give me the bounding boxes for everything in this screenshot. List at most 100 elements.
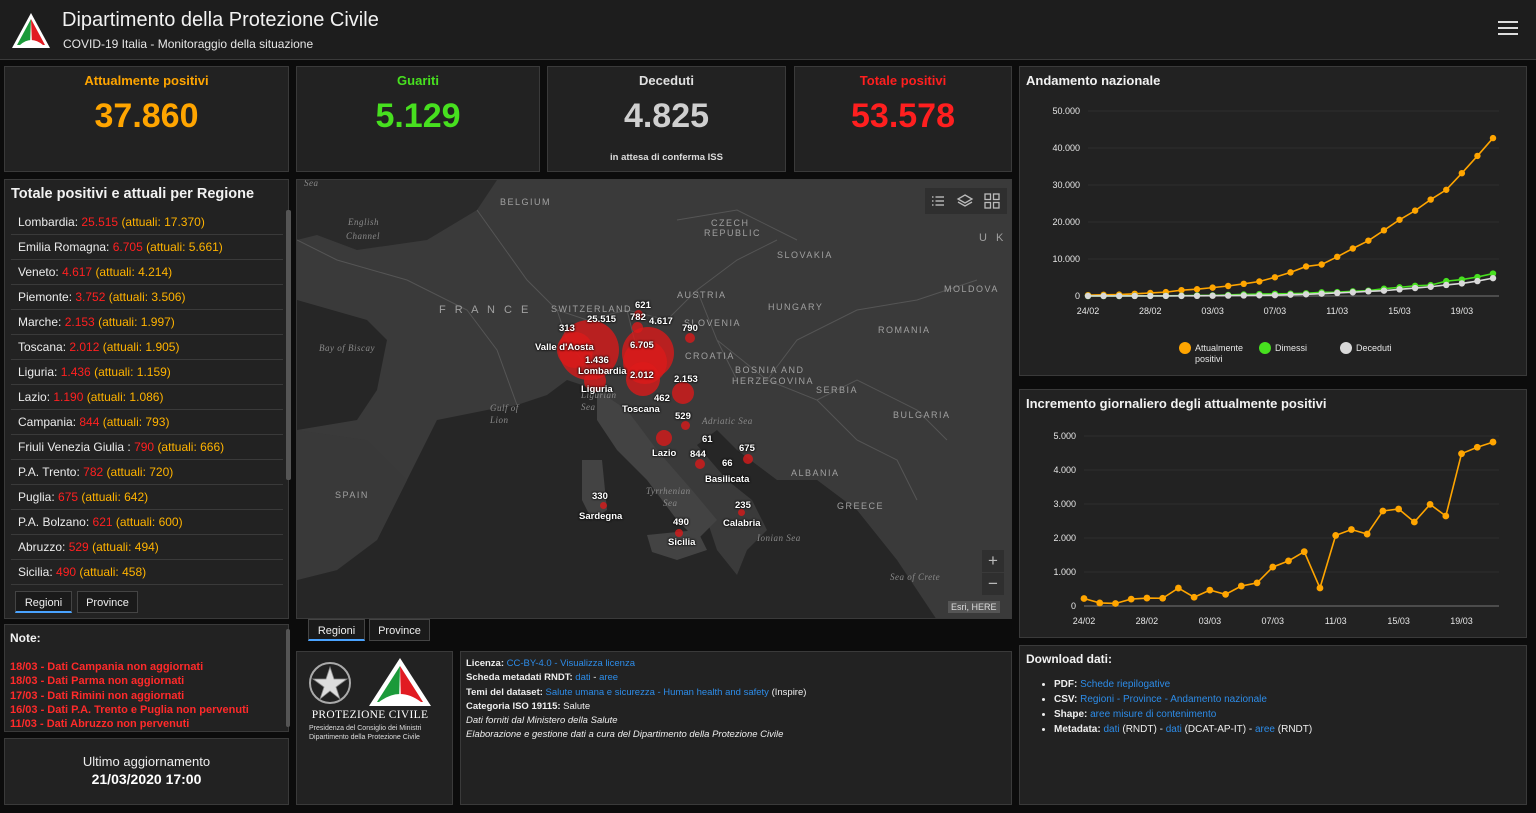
- kpi-recovered-value: 5.129: [375, 97, 461, 135]
- tab-province[interactable]: Province: [77, 591, 138, 613]
- map-basemap[interactable]: [297, 180, 1012, 619]
- region-row[interactable]: Sicilia: 490 (attuali: 458): [11, 560, 283, 585]
- hamburger-menu-icon[interactable]: [1498, 21, 1518, 39]
- legend-list-icon[interactable]: [927, 190, 949, 212]
- region-row[interactable]: Liguria: 1.436 (attuali: 1.159): [11, 360, 283, 385]
- map-bubble-lazio[interactable]: [656, 430, 672, 446]
- zoom-out-button[interactable]: −: [982, 573, 1004, 595]
- chart-point: [1473, 443, 1481, 451]
- themes-link[interactable]: Salute umana e sicurezza - Human health …: [545, 686, 769, 698]
- region-actual: (attuali: 1.086): [86, 390, 164, 404]
- chart-point: [1240, 292, 1247, 299]
- map-label-country: BULGARIA: [893, 410, 951, 420]
- download-pdf-item: PDF: Schede riepilogative: [1054, 677, 1312, 692]
- logo-panel: PROTEZIONE CIVILE Presidenza del Consigl…: [296, 651, 453, 805]
- region-total: 844: [79, 415, 100, 429]
- region-list-scrollbar[interactable]: [286, 210, 291, 480]
- chart-y-tick-label: 5.000: [1053, 431, 1076, 441]
- chart-point: [1302, 263, 1310, 270]
- map-region-label: Valle d'Aosta: [535, 342, 594, 353]
- map-count-label: 462: [654, 393, 670, 404]
- region-row[interactable]: Veneto: 4.617 (attuali: 4.214): [11, 260, 283, 285]
- region-row[interactable]: Emilia Romagna: 6.705 (attuali: 5.661): [11, 235, 283, 260]
- basemap-gallery-icon[interactable]: [981, 190, 1003, 212]
- map-bubble-sicilia[interactable]: [675, 529, 683, 537]
- note-item: 11/03 - Dati Abruzzo non pervenuti: [10, 718, 190, 731]
- csv-province-link[interactable]: Province: [1122, 694, 1162, 705]
- chart-point: [1334, 289, 1341, 297]
- map-label-sea: Gulf of: [490, 403, 519, 413]
- chart-point: [1426, 500, 1434, 508]
- rndt-aree-link[interactable]: aree: [599, 672, 619, 684]
- region-row[interactable]: Friuli Venezia Giulia : 790 (attuali: 66…: [11, 435, 283, 460]
- region-actual: (attuali: 5.661): [146, 240, 223, 254]
- view-licence-link[interactable]: Visualizza licenza: [560, 658, 635, 669]
- region-row[interactable]: P.A. Bolzano: 621 (attuali: 600): [11, 510, 283, 535]
- map-bubble-friuli[interactable]: [685, 333, 695, 343]
- map-label-sea: Tyrrhenian: [646, 486, 691, 496]
- map-bubble-calabria[interactable]: [738, 509, 745, 516]
- tab-map-province[interactable]: Province: [369, 619, 430, 641]
- daily-increment-chart: 0 1.000 2.000 3.000 4.000 5.000 24/02 28/02 03/0…: [1053, 431, 1499, 626]
- map-bubble-trento[interactable]: [632, 322, 643, 333]
- csv-regioni-link[interactable]: Regioni: [1080, 694, 1115, 705]
- map-attribution[interactable]: Esri, HERE: [948, 601, 1000, 613]
- map-bubble-campania[interactable]: [695, 459, 705, 469]
- themes-label: Temi del dataset:: [466, 686, 543, 698]
- licence-link[interactable]: CC-BY-4.0: [506, 658, 552, 669]
- map-bubble-puglia[interactable]: [743, 454, 753, 464]
- map-bubble-piemonte[interactable]: [557, 332, 593, 368]
- chart-point: [1410, 518, 1418, 526]
- map-label-country: CROATIA: [685, 351, 735, 361]
- download-shape-item: Shape: aree misure di contenimento: [1054, 707, 1312, 722]
- region-row[interactable]: Toscana: 2.012 (attuali: 1.905): [11, 335, 283, 360]
- region-row[interactable]: P.A. Trento: 782 (attuali: 720): [11, 460, 283, 485]
- rndt-dati-link[interactable]: dati: [575, 672, 591, 684]
- zoom-in-button[interactable]: +: [982, 550, 1004, 572]
- kpi-recovered-label: Guariti: [397, 73, 439, 88]
- map-bubble-marche[interactable]: [672, 382, 694, 404]
- region-row[interactable]: Lombardia: 25.515 (attuali: 17.370): [11, 210, 283, 235]
- shape-link[interactable]: aree misure di contenimento: [1090, 709, 1217, 720]
- region-row[interactable]: Piemonte: 3.752 (attuali: 3.506): [11, 285, 283, 310]
- chart-point: [1443, 186, 1450, 193]
- region-row[interactable]: Puglia: 675 (attuali: 642): [11, 485, 283, 510]
- chart-y-tick-label: 50.000: [1052, 106, 1080, 116]
- note-item: 16/03 - Dati P.A. Trento e Puglia non pe…: [10, 703, 249, 716]
- map-label-sea: Channel: [346, 231, 380, 241]
- region-row[interactable]: Abruzzo: 529 (attuali: 494): [11, 535, 283, 560]
- map-bubble-toscana[interactable]: [626, 362, 660, 396]
- region-total: 490: [56, 565, 77, 579]
- map-count-label: 675: [739, 443, 755, 454]
- layers-icon[interactable]: [954, 190, 976, 212]
- map-bubble-abruzzo[interactable]: [681, 421, 690, 430]
- region-actual: (attuali: 666): [157, 440, 225, 454]
- rndt-line: Scheda metadati RNDT: dati - aree: [466, 671, 1011, 685]
- region-name: Sicilia:: [18, 565, 53, 579]
- map-bubble-liguria[interactable]: [584, 370, 606, 392]
- map-bubble-sardegna[interactable]: [600, 502, 607, 509]
- metadata-dati-rndt-link[interactable]: dati: [1103, 724, 1120, 735]
- chart-point: [1316, 584, 1324, 592]
- map-bubble-bolzano[interactable]: [634, 310, 643, 319]
- csv-andamento-link[interactable]: Andamento nazionale: [1170, 694, 1267, 705]
- tab-map-regioni[interactable]: Regioni: [308, 619, 365, 641]
- notes-scrollbar[interactable]: [286, 629, 290, 727]
- chart-point: [1147, 292, 1154, 300]
- map-region-label: Liguria: [581, 384, 613, 395]
- metadata-aree-link[interactable]: aree: [1254, 724, 1275, 735]
- kpi-total-label: Totale positivi: [859, 73, 947, 88]
- map-panel[interactable]: BELGIUM CZECH REPUBLIC U K R SLOVAKIA AU…: [296, 179, 1012, 619]
- tab-regioni[interactable]: Regioni: [15, 591, 72, 613]
- chart-y-tick-label: 20.000: [1052, 217, 1080, 227]
- region-row[interactable]: Lazio: 1.190 (attuali: 1.086): [11, 385, 283, 410]
- app-subtitle: COVID-19 Italia - Monitoraggio della sit…: [63, 37, 314, 51]
- metadata-dati-dcat-link[interactable]: dati: [1165, 724, 1182, 735]
- pdf-label: PDF:: [1054, 679, 1078, 690]
- csv-label: CSV:: [1054, 694, 1078, 705]
- pdf-link[interactable]: Schede riepilogative: [1080, 679, 1171, 690]
- region-row[interactable]: Campania: 844 (attuali: 793): [11, 410, 283, 435]
- last-update-value: 21/03/2020 17:00: [91, 771, 202, 787]
- region-row[interactable]: Marche: 2.153 (attuali: 1.997): [11, 310, 283, 335]
- iso-category-line: Categoria ISO 19115: Salute: [466, 700, 1011, 714]
